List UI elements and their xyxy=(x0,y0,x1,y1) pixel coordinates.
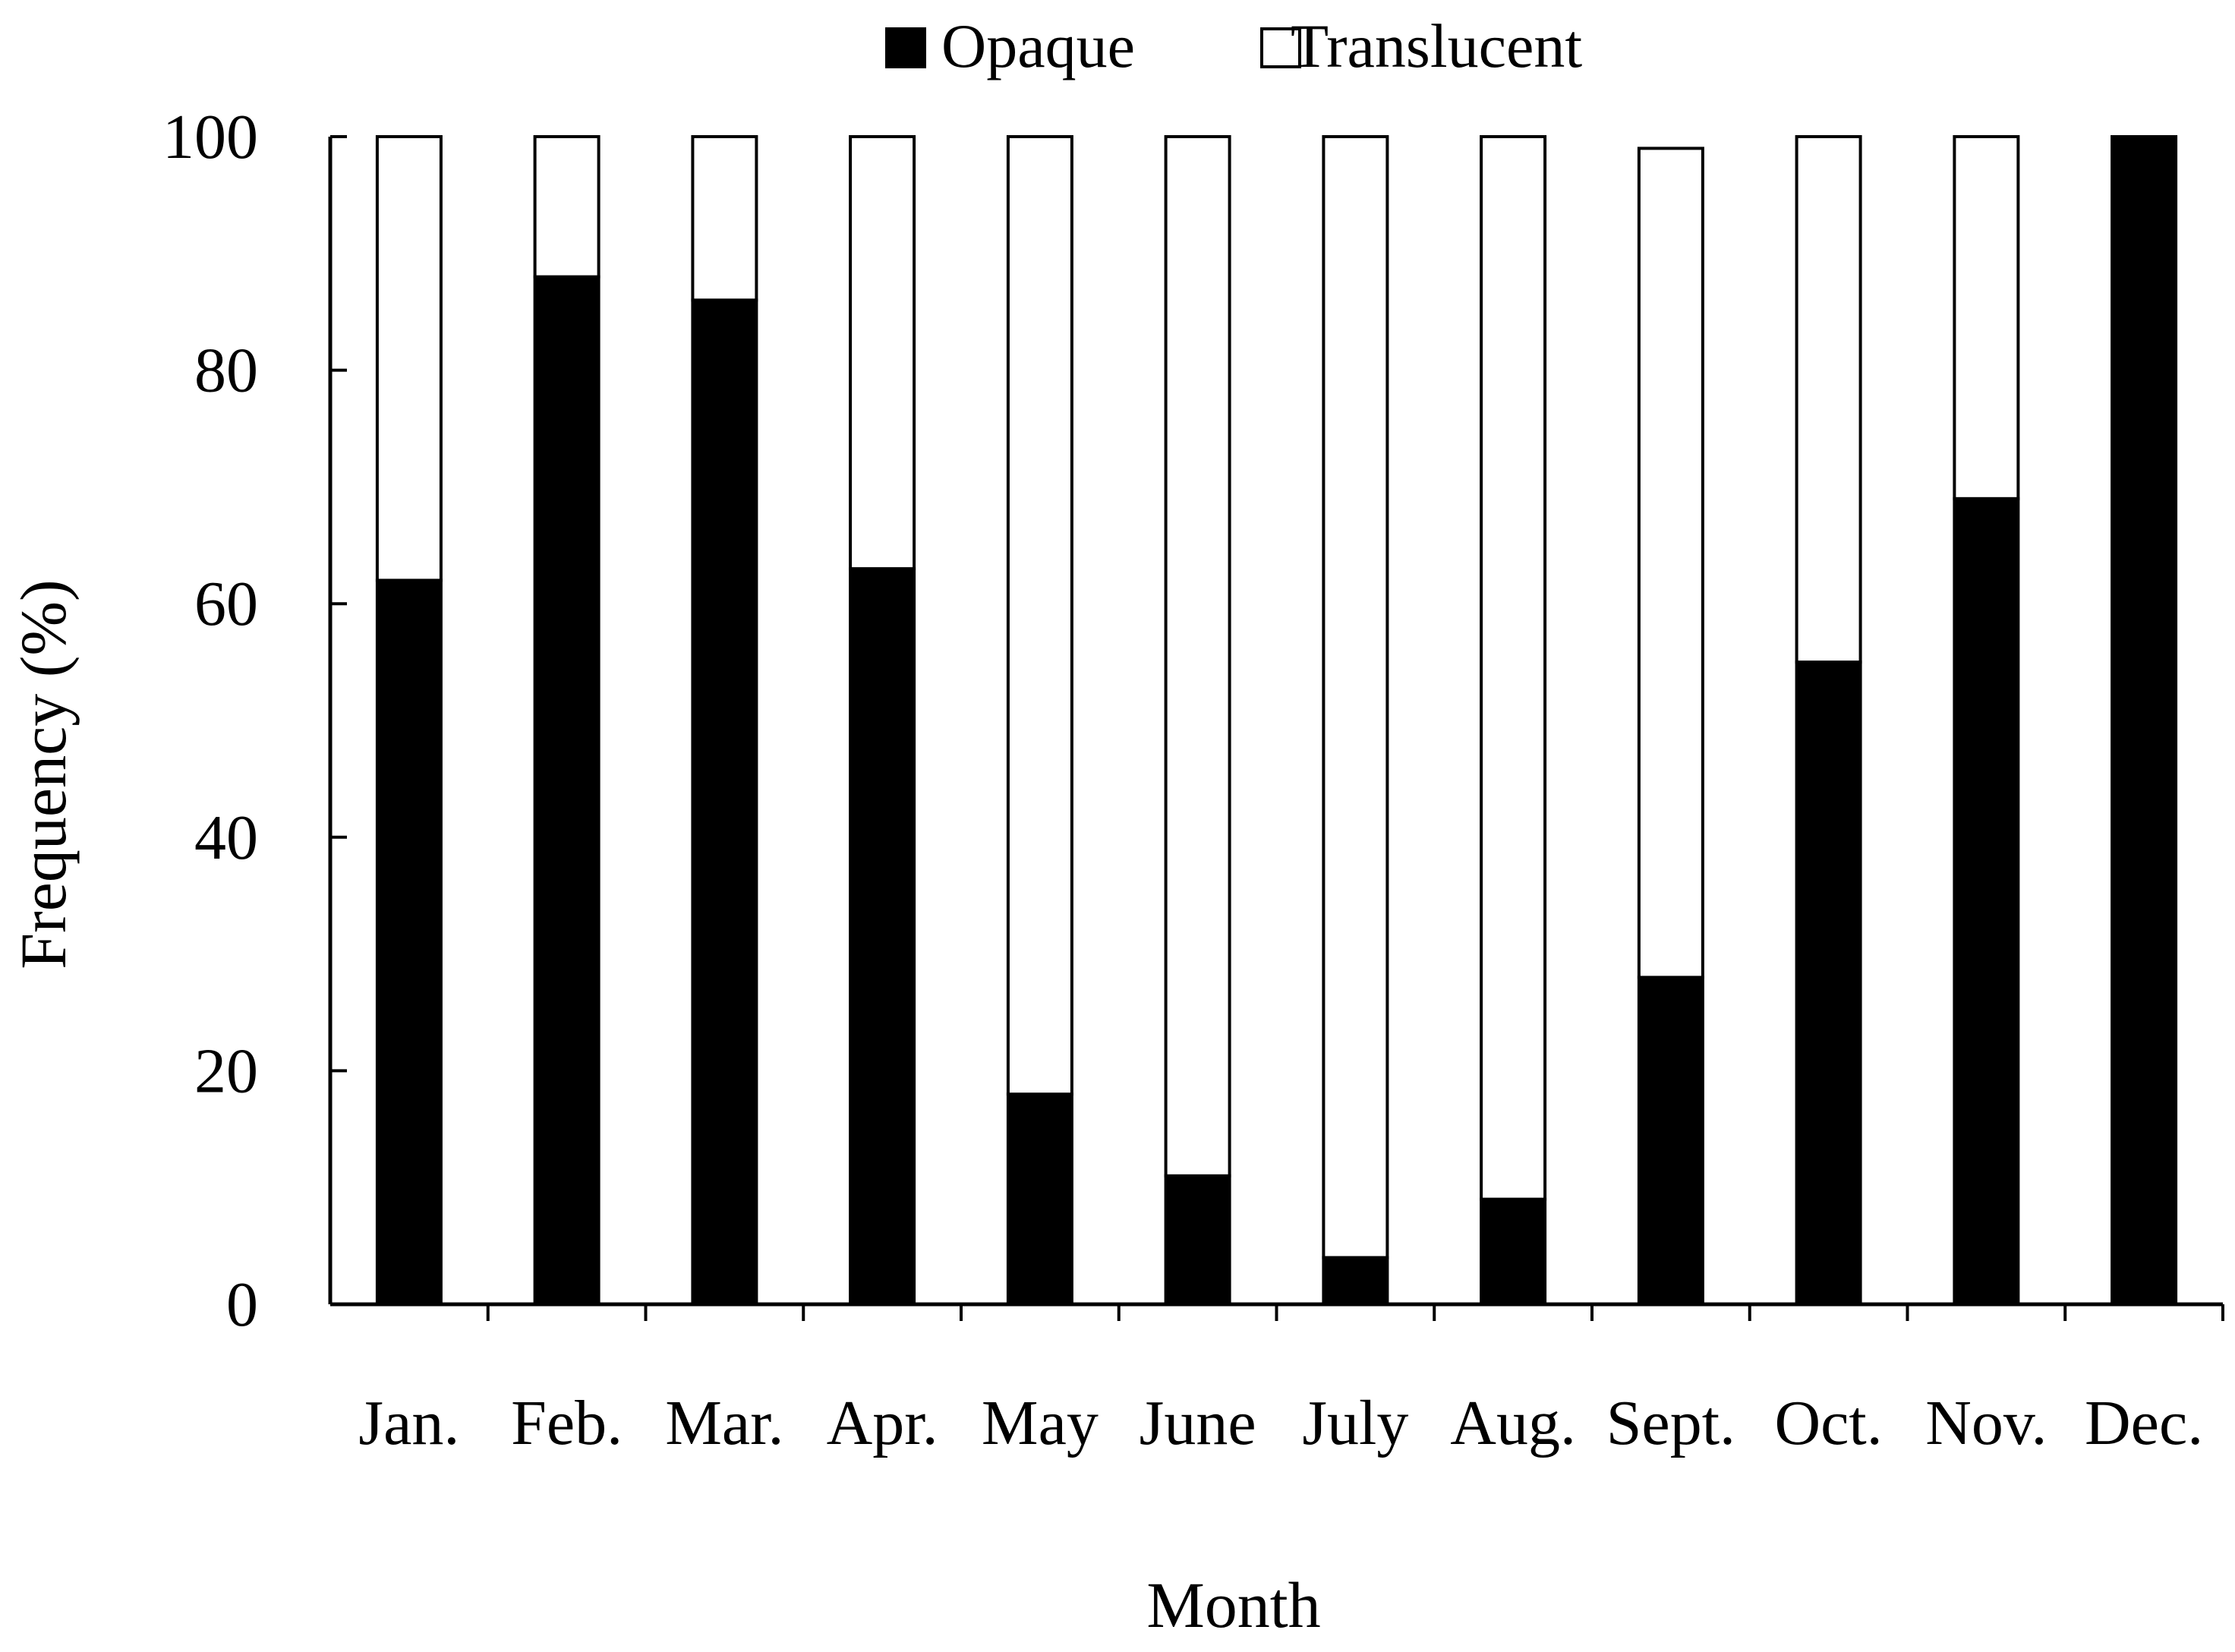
bar-translucent-may xyxy=(1006,135,1073,1096)
x-axis-label: Month xyxy=(1146,1568,1320,1641)
y-tick-label-20: 20 xyxy=(194,1036,258,1106)
y-tick-label-100: 100 xyxy=(162,102,258,172)
bar-translucent-jan xyxy=(375,135,443,582)
bar-translucent-july xyxy=(1322,135,1389,1259)
bar-opaque-mar xyxy=(691,298,758,1306)
bar-opaque-aug xyxy=(1480,1197,1547,1306)
bar-translucent-june xyxy=(1164,135,1231,1178)
legend: Opaque Translucent xyxy=(885,11,1582,80)
bars-group xyxy=(375,135,2178,1307)
bar-opaque-may xyxy=(1006,1092,1073,1306)
bar-translucent-oct xyxy=(1795,135,1862,664)
x-tick-label-june: June xyxy=(1140,1388,1256,1458)
bar-opaque-feb xyxy=(533,275,601,1307)
bar-opaque-apr xyxy=(849,567,916,1306)
bar-opaque-dec xyxy=(2110,135,2178,1306)
x-tick-label-may: May xyxy=(982,1388,1099,1458)
legend-label-opaque: Opaque xyxy=(941,11,1135,80)
bar-translucent-nov xyxy=(1953,135,2020,500)
bar-opaque-june xyxy=(1164,1174,1231,1307)
x-tick-label-aug: Aug. xyxy=(1450,1388,1576,1458)
x-tick-label-mar: Mar. xyxy=(665,1388,783,1458)
x-tick-label-feb: Feb. xyxy=(511,1388,623,1458)
bar-opaque-oct xyxy=(1795,660,1862,1306)
y-tick-label-60: 60 xyxy=(194,569,258,639)
y-tick-label-80: 80 xyxy=(194,336,258,406)
x-tick-label-dec: Dec. xyxy=(2085,1388,2203,1458)
x-tick-label-oct: Oct. xyxy=(1774,1388,1882,1458)
bar-translucent-sept xyxy=(1637,147,1704,979)
x-tick-label-jan: Jan. xyxy=(358,1388,459,1458)
x-tick-label-sept: Sept. xyxy=(1606,1388,1735,1458)
x-tick-label-nov: Nov. xyxy=(1925,1388,2047,1458)
bar-opaque-sept xyxy=(1637,976,1704,1307)
legend-swatch-opaque xyxy=(885,27,926,68)
bar-translucent-aug xyxy=(1480,135,1547,1201)
y-tick-label-0: 0 xyxy=(226,1269,258,1340)
y-axis-label: Frequency (%) xyxy=(7,579,80,969)
bar-translucent-apr xyxy=(849,135,916,571)
bar-opaque-july xyxy=(1322,1256,1389,1306)
bar-translucent-mar xyxy=(691,135,758,302)
bar-opaque-nov xyxy=(1953,497,2020,1306)
legend-swatch-translucent xyxy=(1260,27,1301,68)
bar-opaque-jan xyxy=(375,579,443,1306)
axes-group: 0 20 40 60 80 100 Jan. Feb. Mar. Apr. May June July A… xyxy=(162,102,2224,1458)
x-tick-label-apr: Apr. xyxy=(827,1388,938,1458)
x-tick-label-july: July xyxy=(1302,1388,1408,1458)
y-tick-label-40: 40 xyxy=(194,802,258,873)
legend-label-translucent: Translucent xyxy=(1291,11,1582,80)
bar-translucent-feb xyxy=(533,135,601,279)
